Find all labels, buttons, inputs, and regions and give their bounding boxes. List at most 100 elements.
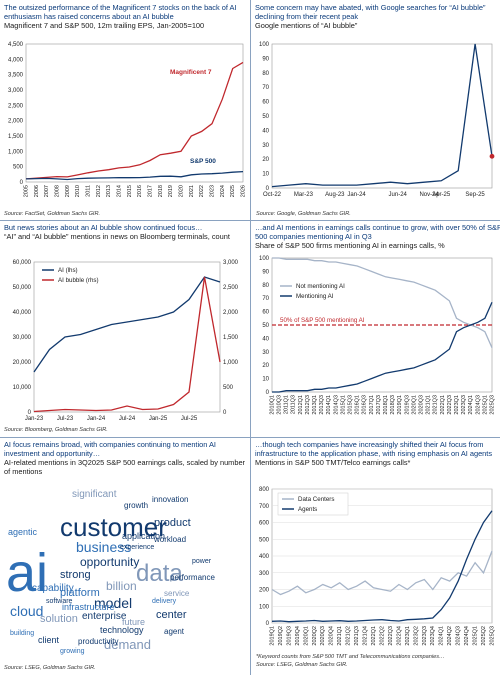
- wordcloud-word: customer: [60, 512, 167, 542]
- x-tick-label: Jun-24: [389, 192, 408, 198]
- x-tick-label: 2021Q2: [346, 626, 352, 646]
- x-tick-label: 2025Q2: [481, 626, 487, 646]
- x-tick-label: 2022: [199, 185, 205, 197]
- panel-subtitle: Magnificent 7 and S&P 500, 12m trailing …: [4, 21, 205, 30]
- panel-google: Some concern may have abated, with Googl…: [255, 3, 500, 30]
- row-divider-2: [0, 437, 500, 438]
- x-tick-label: 2024Q3: [475, 395, 481, 415]
- y-tick-label: 3,500: [8, 73, 24, 79]
- y-tick-label: 800: [259, 487, 270, 493]
- wordcloud-word: client: [38, 635, 60, 645]
- legend-label: AI (lhs): [58, 267, 78, 274]
- y-tick-label: 400: [259, 554, 270, 560]
- panel-title: Some concern may have abated, with Googl…: [255, 3, 486, 21]
- x-tick-label: 2017Q3: [376, 395, 382, 415]
- y-tick-label: 50: [262, 323, 269, 329]
- legend-label: Agents: [298, 506, 317, 513]
- panel-news: But news stories about an AI bubble show…: [4, 223, 252, 241]
- x-tick-label: 2017: [147, 185, 153, 197]
- panel-source: Source: LSEG, Goldman Sachs GIR.: [4, 665, 96, 671]
- y-tick-label: 70: [262, 296, 269, 302]
- panel-title: The outsized performance of the Magnific…: [4, 3, 237, 21]
- y-tick-label: 50: [262, 114, 269, 120]
- panel-title: AI focus remains broad, with companies c…: [4, 440, 216, 458]
- panel-title: But news stories about an AI bubble show…: [4, 223, 203, 232]
- chart-google: 0 10 20 30 40 50 60 70 80 90 100 Oct-22 Mar-23 Aug-23…: [259, 42, 495, 198]
- y-tick-label: 10: [262, 377, 269, 383]
- x-tick-label: 2009: [65, 185, 71, 197]
- y-tick-label: 300: [259, 571, 270, 577]
- x-tick-label: 2025Q3: [489, 395, 495, 415]
- x-tick-label: 2023: [209, 185, 215, 197]
- series-label: Magnificent 7: [170, 69, 212, 76]
- x-tick-label: 2018Q3: [390, 395, 396, 415]
- y-tick-label: 100: [259, 256, 270, 262]
- x-tick-label: 2020: [178, 185, 184, 197]
- wordcloud-word: building: [10, 630, 35, 637]
- wordcloud-word: agentic: [8, 527, 38, 537]
- x-tick-label: 2019Q4: [295, 626, 301, 646]
- y-tick-label: 50,000: [13, 285, 32, 291]
- x-tick-label: 2026: [240, 185, 246, 197]
- y-tick-label: 1,500: [8, 134, 24, 140]
- x-tick-label: 2020Q1: [303, 626, 309, 646]
- panel-source: Source: Google, Goldman Sachs GIR.: [256, 211, 351, 217]
- y-tick-label: 100: [259, 604, 270, 610]
- wordcloud-word: opportunity: [80, 555, 140, 569]
- x-tick-label: 2007: [44, 185, 50, 197]
- x-tick-label: 2016Q3: [362, 395, 368, 415]
- x-tick-label: Jan-25: [149, 416, 168, 422]
- x-tick-label: 2019Q3: [404, 395, 410, 415]
- x-tick-label: 2011Q3: [291, 395, 297, 414]
- x-tick-label: 2014Q3: [333, 395, 339, 415]
- x-tick-label: 2016: [137, 185, 143, 197]
- x-tick-label: 2021: [189, 185, 195, 197]
- y-tick-label: 4,500: [8, 42, 24, 48]
- y-tick-label: 500: [259, 537, 270, 543]
- plot-frame: [25, 43, 244, 183]
- wordcloud-word: model: [94, 595, 133, 611]
- series-line-0: [25, 61, 244, 180]
- x-tick-label: 2020Q3: [320, 626, 326, 646]
- y-tick-label: 500: [13, 165, 24, 171]
- legend-label: Data Centers: [298, 496, 334, 503]
- panel-wordcloud: AI focus remains broad, with companies c…: [4, 440, 252, 476]
- x-tick-label: 2006: [34, 185, 40, 197]
- series-line-1: [25, 170, 244, 181]
- x-tick-label: 2022Q1: [440, 395, 446, 415]
- x-tick-label: 2022Q3: [447, 395, 453, 415]
- series-line-1: [271, 510, 493, 623]
- chart-mag7: 0 500 1,000 1,500 2,000 2,500 3,000 3,500 4,000 4…: [8, 42, 246, 197]
- wordcloud-word: center: [156, 609, 187, 621]
- x-tick-label: 2022Q3: [388, 626, 394, 646]
- x-tick-label: 2019Q1: [269, 626, 275, 646]
- panel-subtitle: Share of S&P 500 firms mentioning AI in …: [255, 241, 445, 250]
- panel-agents: …though tech companies have increasingly…: [255, 440, 500, 467]
- legend-box: [277, 492, 349, 516]
- y-tick-label: 80: [262, 71, 269, 77]
- y-tick-label: 2,500: [8, 103, 24, 109]
- x-tick-label: 2017Q1: [369, 395, 375, 415]
- y-tick-label: 40: [262, 336, 269, 342]
- x-tick-label: 2012: [96, 185, 102, 197]
- y-tick-label: 20: [262, 363, 269, 369]
- panel-title: …though tech companies have increasingly…: [255, 440, 493, 458]
- y-tick-label: 30: [262, 143, 269, 149]
- x-tick-label: 2020Q4: [329, 626, 335, 646]
- x-tick-label: 2023Q1: [405, 626, 411, 646]
- legend-label: AI bubble (rhs): [58, 277, 99, 284]
- x-tick-label: 2011: [85, 185, 91, 197]
- wordcloud: ai customer data business opportunity signifi…: [4, 488, 242, 658]
- y-tick-label: 90: [262, 56, 269, 62]
- panel-mag7: The outsized performance of the Magnific…: [4, 3, 252, 30]
- x-tick-label: 2023Q3: [461, 395, 467, 415]
- x-tick-label: Sep-25: [465, 192, 485, 198]
- x-tick-label: 2021Q1: [337, 626, 343, 646]
- x-tick-label: 2014Q1: [326, 395, 332, 415]
- y-right-tick-label: 500: [223, 385, 234, 391]
- x-tick-label: 2024: [220, 185, 226, 197]
- end-marker: [489, 153, 495, 159]
- panel-subtitle: Mentions in S&P 500 TMT/Telco earnings c…: [255, 458, 411, 467]
- wordcloud-word: experience: [120, 544, 155, 551]
- y-right-tick-label: 1,000: [223, 360, 239, 366]
